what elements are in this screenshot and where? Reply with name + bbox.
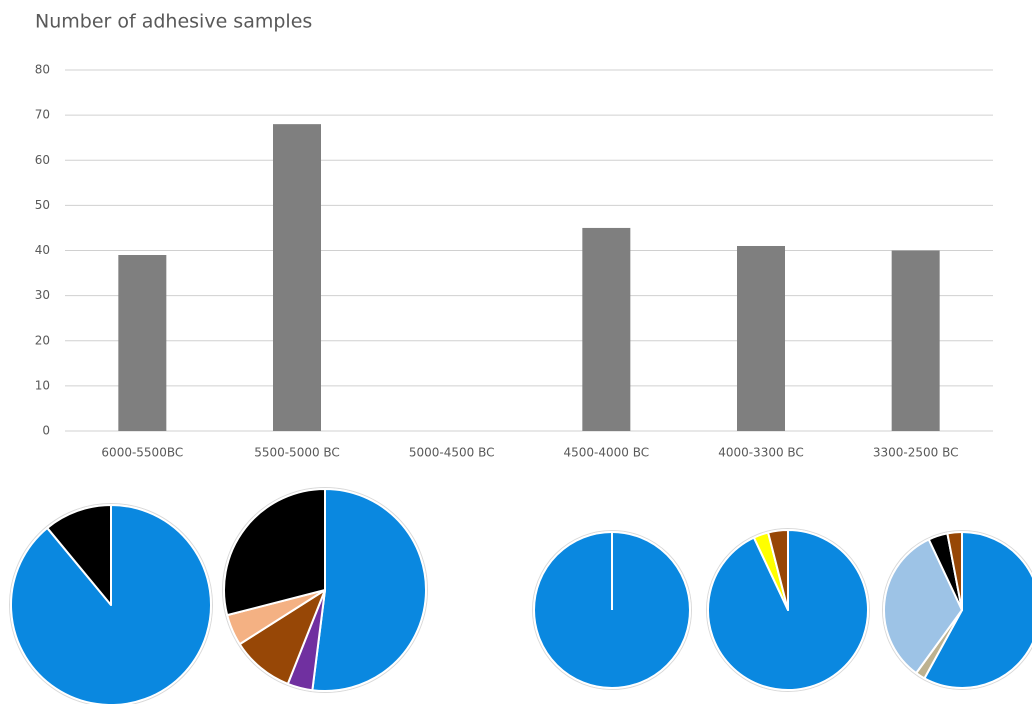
bar bbox=[737, 245, 785, 431]
bar bbox=[273, 124, 321, 432]
y-tick-label: 40 bbox=[35, 243, 50, 257]
x-tick-label: 5500-5000 BC bbox=[254, 446, 340, 460]
pie-outline bbox=[706, 528, 870, 692]
x-tick-label: 5000-4500 BC bbox=[409, 446, 495, 460]
pie-outline bbox=[222, 487, 428, 693]
x-tick-label: 4000-3300 BC bbox=[718, 446, 804, 460]
y-tick-label: 70 bbox=[35, 108, 50, 122]
pie-slice bbox=[883, 538, 963, 675]
y-tick-label: 0 bbox=[42, 424, 50, 438]
y-tick-label: 80 bbox=[35, 63, 50, 77]
pie-outline bbox=[532, 530, 692, 690]
pie-slice bbox=[46, 504, 112, 606]
y-tick-label: 50 bbox=[35, 198, 50, 212]
bar bbox=[118, 255, 167, 431]
pie-slice bbox=[946, 531, 963, 611]
x-tick-label: 6000-5500BC bbox=[101, 446, 183, 460]
chart-title: Number of adhesive samples bbox=[35, 11, 312, 33]
bar bbox=[582, 227, 631, 431]
y-tick-label: 60 bbox=[35, 153, 50, 167]
y-tick-label: 20 bbox=[35, 333, 50, 347]
pie-slice bbox=[223, 488, 326, 617]
x-tick-label: 4500-4000 BC bbox=[564, 446, 650, 460]
pie-slice bbox=[767, 529, 789, 611]
y-tick-label: 10 bbox=[35, 378, 50, 392]
pie-outline bbox=[9, 503, 213, 704]
y-tick-label: 30 bbox=[35, 288, 50, 302]
pie-slice bbox=[311, 488, 427, 692]
x-tick-label: 3300-2500 BC bbox=[873, 446, 959, 460]
bar bbox=[891, 250, 940, 431]
pie-outline bbox=[882, 530, 1032, 690]
pie-slice bbox=[923, 531, 1032, 689]
